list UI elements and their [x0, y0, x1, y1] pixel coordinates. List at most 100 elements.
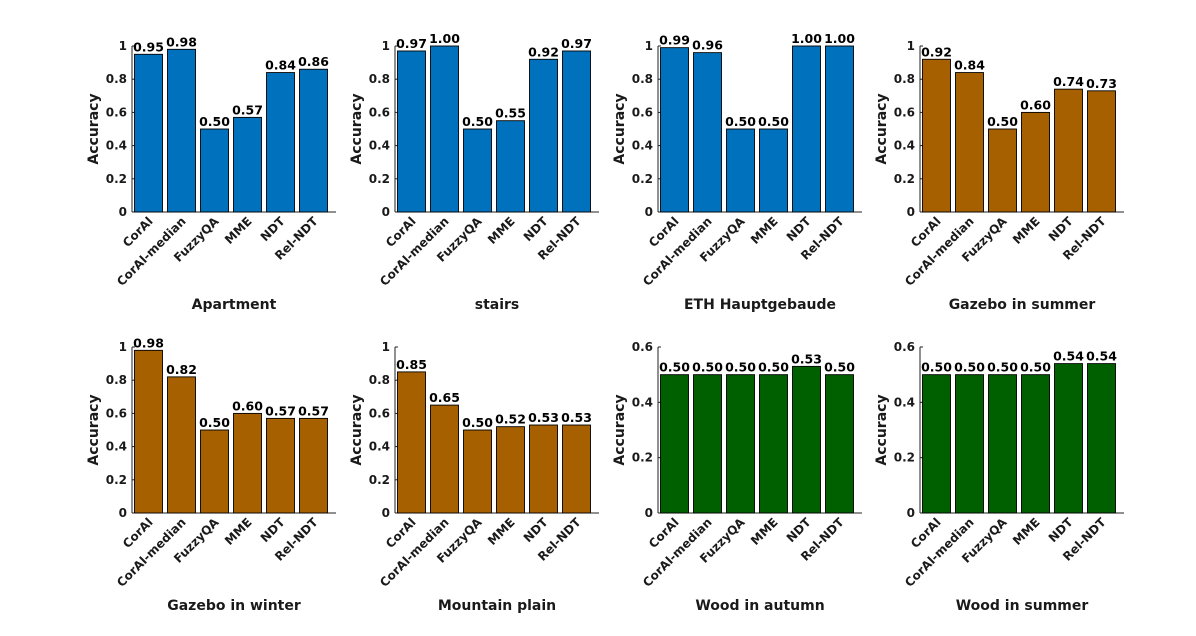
y-tick-label: 0.2: [894, 451, 915, 465]
data-label: 0.98: [166, 34, 197, 49]
bar-mme: [1021, 374, 1050, 514]
data-label: 0.84: [954, 58, 985, 73]
y-tick-label: 0.4: [369, 440, 390, 454]
bar-ndt: [792, 45, 821, 213]
y-tick-label: 0.6: [369, 406, 390, 420]
data-label: 0.53: [791, 351, 822, 366]
data-label: 0.50: [462, 114, 493, 129]
bar-ndt: [266, 72, 295, 213]
bar-coral-median: [167, 48, 196, 213]
bar-ndt: [529, 58, 558, 213]
x-tick-label: MME: [222, 515, 255, 548]
y-tick-label: 0.4: [106, 440, 127, 454]
bar-ndt: [266, 417, 295, 514]
data-label: 0.84: [265, 58, 296, 73]
y-tick-label: 0.2: [106, 473, 127, 487]
bar-fuzzyqa: [463, 429, 492, 514]
y-tick-label: 0.4: [632, 395, 653, 409]
chart-panel-7: 00.20.40.6Accuracy0.50CorAl0.50CorAl-med…: [612, 340, 862, 614]
data-label: 0.74: [1053, 74, 1084, 89]
data-label: 0.53: [528, 410, 559, 425]
chart-panel-2: 00.20.40.60.81Accuracy0.97CorAl1.00CorAl…: [349, 31, 599, 313]
data-label: 0.50: [987, 114, 1018, 129]
y-tick-label: 0.8: [894, 72, 915, 86]
y-tick-label: 0.8: [369, 72, 390, 86]
y-tick-label: 0.8: [369, 373, 390, 387]
y-tick-label: 1: [907, 39, 915, 53]
x-tick-label: NDT: [784, 214, 814, 244]
y-tick-label: 0.6: [894, 340, 915, 354]
bar-coral: [134, 349, 163, 514]
chart-panel-6: 00.20.40.60.81Accuracy0.85CorAl0.65CorAl…: [349, 340, 599, 614]
chart-panel-8: 00.20.40.6Accuracy0.50CorAl0.50CorAl-med…: [874, 340, 1124, 614]
x-tick-label: NDT: [784, 515, 814, 545]
bar-coral: [134, 53, 163, 213]
data-label: 0.99: [659, 33, 690, 48]
data-label: 1.00: [791, 31, 822, 46]
bar-coral: [922, 374, 951, 514]
data-label: 0.50: [824, 360, 855, 375]
y-tick-label: 0.2: [369, 172, 390, 186]
bar-fuzzyqa: [726, 374, 755, 514]
bar-fuzzyqa: [726, 128, 755, 213]
data-label: 0.92: [921, 44, 952, 59]
bar-coral-median: [955, 374, 984, 514]
chart-panel-4: 00.20.40.60.81Accuracy0.92CorAl0.84CorAl…: [874, 39, 1124, 313]
bar-ndt: [1054, 88, 1083, 213]
chart-title: Wood in summer: [956, 598, 1089, 614]
y-tick-label: 0.2: [369, 473, 390, 487]
y-tick-label: 0.6: [894, 105, 915, 119]
bar-mme: [233, 116, 262, 213]
y-axis-label: Accuracy: [612, 93, 628, 164]
x-tick-label: MME: [748, 214, 781, 247]
y-tick-label: 0.4: [632, 139, 653, 153]
chart-panel-3: 00.20.40.60.81Accuracy0.99CorAl0.96CorAl…: [612, 31, 862, 313]
bar-ndt: [1054, 363, 1083, 514]
chart-title: Gazebo in summer: [949, 297, 1096, 313]
data-label: 0.54: [1053, 349, 1084, 364]
y-tick-label: 0.2: [632, 451, 653, 465]
bar-fuzzyqa: [463, 128, 492, 213]
data-label: 0.57: [265, 403, 296, 418]
x-tick-label: MME: [485, 214, 518, 247]
x-tick-label: NDT: [521, 515, 551, 545]
data-label: 0.95: [133, 39, 164, 54]
data-label: 0.65: [429, 390, 460, 405]
bar-rel-ndt: [1087, 90, 1116, 213]
x-tick-label: MME: [1010, 214, 1043, 247]
data-label: 0.50: [725, 114, 756, 129]
y-tick-label: 0.4: [894, 139, 915, 153]
bar-coral-median: [430, 45, 459, 213]
x-tick-label: MME: [222, 214, 255, 247]
bar-mme: [759, 374, 788, 514]
chart-title: stairs: [475, 297, 520, 313]
data-label: 0.92: [528, 44, 559, 59]
chart-title: Wood in autumn: [695, 598, 824, 614]
data-label: 0.50: [1020, 360, 1051, 375]
y-tick-label: 0.8: [106, 373, 127, 387]
y-tick-label: 0: [645, 506, 653, 520]
bar-coral-median: [693, 52, 722, 213]
y-axis-label: Accuracy: [874, 394, 890, 465]
chart-title: Mountain plain: [438, 598, 556, 614]
bar-rel-ndt: [825, 45, 854, 213]
bar-mme: [496, 120, 525, 213]
bar-rel-ndt: [825, 374, 854, 514]
data-label: 0.52: [495, 412, 526, 427]
bar-rel-ndt: [299, 68, 328, 213]
data-label: 0.96: [692, 38, 723, 53]
bar-rel-ndt: [562, 424, 591, 514]
bar-mme: [1021, 111, 1050, 213]
x-tick-label: MME: [748, 515, 781, 548]
chart-title: ETH Hauptgebaude: [684, 297, 836, 313]
y-tick-label: 0.2: [632, 172, 653, 186]
data-label: 0.57: [232, 102, 263, 117]
y-tick-label: 0.6: [106, 105, 127, 119]
data-label: 0.54: [1086, 349, 1117, 364]
x-tick-label: NDT: [258, 515, 288, 545]
data-label: 0.60: [232, 398, 263, 413]
bar-coral: [397, 371, 426, 514]
bar-coral: [922, 58, 951, 213]
y-tick-label: 0.2: [894, 172, 915, 186]
